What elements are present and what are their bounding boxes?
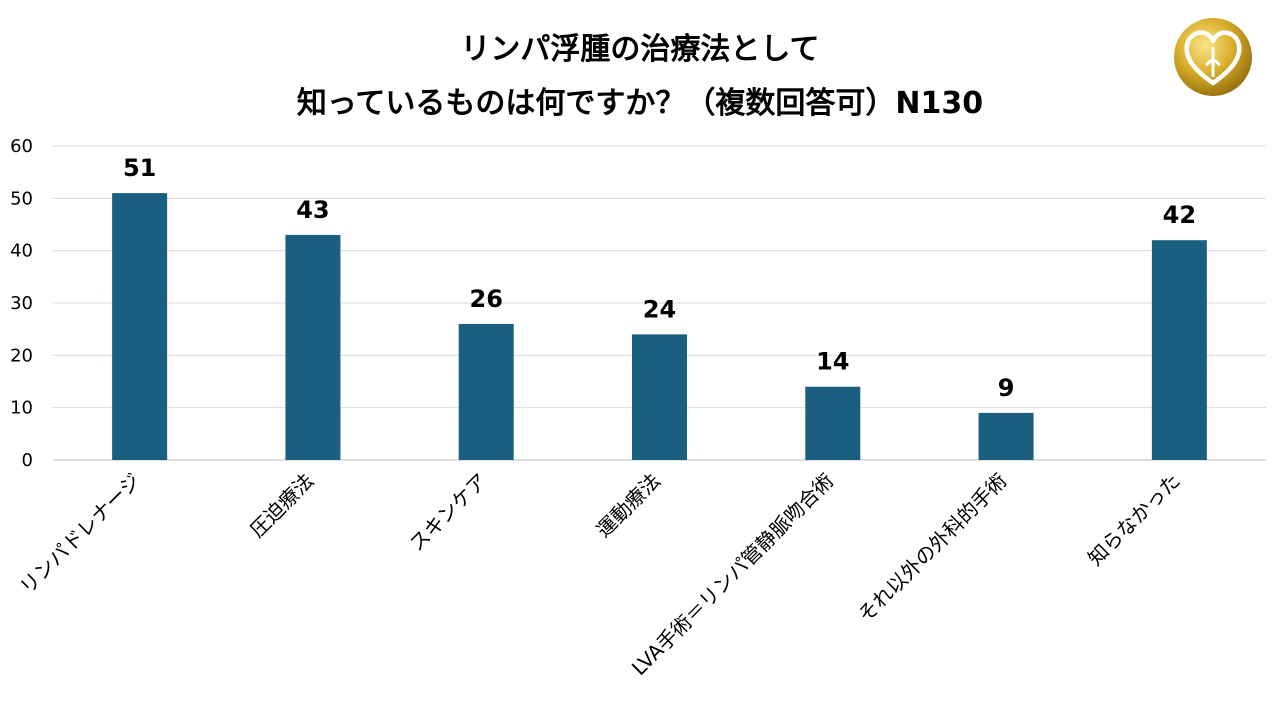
data-label: 51 — [123, 154, 156, 182]
bar — [458, 323, 514, 460]
x-tick-label: LVA手術＝リンパ管静脈吻合術 — [627, 469, 838, 680]
x-tick-label: 運動療法 — [591, 469, 665, 543]
bar — [285, 234, 341, 460]
x-tick-label: スキンケア — [404, 469, 491, 556]
y-tick-label: 20 — [10, 345, 33, 366]
bar — [632, 334, 687, 460]
chart-title-line-1: リンパ浮腫の治療法として — [460, 32, 820, 67]
y-tick-label: 10 — [10, 398, 33, 419]
bar — [805, 386, 861, 460]
data-label: 26 — [470, 285, 503, 313]
x-tick-label: 知らなかった — [1083, 469, 1185, 571]
bar — [978, 412, 1034, 460]
gold-heart-gk-emblem-icon — [1174, 18, 1252, 96]
y-tick-label: 40 — [10, 241, 33, 262]
y-tick-label: 60 — [10, 136, 33, 157]
bar — [1151, 240, 1207, 460]
data-label: 24 — [643, 295, 676, 323]
data-label: 43 — [296, 196, 329, 224]
x-tick-label: それ以外の外科的手術 — [853, 469, 1011, 627]
data-label: 9 — [998, 374, 1015, 402]
chart-title-line-2: 知っているものは何ですか？（複数回答可）N130 — [296, 86, 984, 121]
y-tick-label: 0 — [22, 450, 33, 471]
y-tick-label: 50 — [10, 188, 33, 209]
x-tick-label: 圧迫療法 — [245, 469, 319, 543]
data-label: 42 — [1163, 201, 1196, 229]
bar — [112, 193, 168, 460]
y-tick-label: 30 — [10, 293, 33, 314]
x-tick-label: リンパドレナージ — [15, 469, 145, 599]
data-label: 14 — [816, 348, 849, 376]
